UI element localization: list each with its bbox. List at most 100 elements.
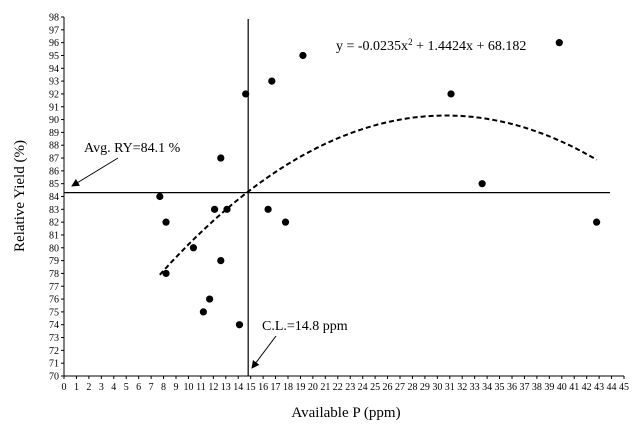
trendline [159,114,598,276]
y-tick-label: 87 [49,154,59,165]
x-tick-label: 41 [569,382,579,393]
x-tick-label: 45 [619,382,629,393]
data-point [242,90,250,98]
x-tick-label: 32 [457,382,467,393]
x-tick-label: 12 [208,382,218,393]
y-tick-label: 74 [49,320,59,331]
y-tick-label: 81 [49,230,59,241]
x-tick-label: 39 [544,382,554,393]
data-point [189,244,198,252]
data-point [299,51,307,60]
data-points [156,39,601,329]
x-tick-label: 5 [124,382,129,393]
y-tick-label: 77 [49,282,59,293]
y-tick-label: 89 [49,128,59,139]
x-tick-label: 1 [74,382,79,393]
reference-lines [64,19,610,376]
data-point [199,308,207,316]
y-tick-label: 91 [49,102,59,113]
x-tick-label: 26 [383,382,393,393]
x-tick-label: 44 [607,382,617,393]
data-point [593,218,601,226]
x-tick-label: 23 [345,382,355,393]
x-tick-label: 7 [149,382,154,393]
data-point [223,205,231,213]
x-tick-label: 16 [258,382,268,393]
x-tick-label: 20 [308,382,318,393]
y-tick-label: 85 [49,179,59,190]
data-point [235,321,244,329]
x-tick-label: 10 [183,382,193,393]
y-tick-label: 96 [49,38,59,49]
y-tick-label: 70 [49,372,59,383]
data-point [217,154,225,162]
data-point [281,218,290,226]
data-point [555,39,563,47]
x-tick-label: 21 [320,382,330,393]
cl-arrow [251,335,277,369]
x-tick-label: 2 [86,382,91,393]
y-tick-label: 97 [49,25,59,36]
avg-ry-label: Avg. RY=84.1 % [84,141,181,156]
data-point [217,257,225,265]
x-tick-label: 36 [507,382,517,393]
y-tick-label: 73 [49,333,59,344]
x-tick-label: 27 [395,382,405,393]
x-tick-label: 38 [532,382,542,393]
x-tick-label: 25 [370,382,380,393]
y-tick-label: 90 [49,115,59,126]
y-tick-label: 75 [49,307,59,318]
x-tick-label: 17 [271,382,281,393]
data-point [156,192,164,201]
x-axis-title: Available P (ppm) [291,405,400,421]
x-tick-label: 34 [482,382,492,393]
data-point [210,205,219,213]
y-tick-label: 78 [49,269,59,280]
x-tick-label: 24 [358,382,368,393]
x-tick-label: 30 [432,382,442,393]
x-tick-label: 11 [196,382,206,393]
y-tick-label: 93 [49,77,59,88]
x-tick-label: 13 [221,382,231,393]
cl-label: C.L.=14.8 ppm [262,319,348,334]
y-tick-label: 79 [49,256,59,267]
trendline-equation: y = -0.0235x2 + 1.4424x + 68.182 [336,37,526,54]
y-tick-label: 86 [49,166,59,177]
x-tick-label: 42 [582,382,592,393]
trendline-group [159,114,598,276]
y-tick-label: 71 [49,359,59,370]
x-tick-label: 3 [99,382,104,393]
x-tick-label: 8 [161,382,166,393]
x-tick-label: 18 [283,382,293,393]
data-point [162,269,170,278]
data-point [268,77,276,85]
avg-ry-arrow [71,157,119,187]
data-point [478,180,486,188]
x-tick-label: 22 [333,382,343,393]
x-tick-label: 19 [295,382,305,393]
x-tick-label: 15 [246,382,256,393]
x-tick-label: 29 [420,382,430,393]
data-point [264,205,272,213]
x-tick-label: 28 [407,382,417,393]
y-tick-label: 83 [49,205,59,216]
y-tick-label: 88 [49,141,59,152]
x-tick-label: 33 [470,382,480,393]
y-tick-label: 95 [49,51,59,62]
y-tick-label: 92 [49,89,59,100]
data-point [162,218,170,226]
equation-superscript: 2 [408,37,413,47]
y-tick-label: 80 [49,243,59,254]
y-tick-label: 94 [49,64,59,75]
y-tick-label: 82 [49,218,59,229]
data-point [447,90,455,98]
x-tick-label: 14 [233,382,243,393]
x-tick-label: 4 [111,382,116,393]
y-axis-title: Relative Yield (%) [12,140,28,252]
x-tick-label: 40 [557,382,567,393]
y-tick-label: 84 [49,192,59,203]
equation-part-1: y = -0.0235x [336,39,408,54]
x-axis-ticks: 0 1 2 3 4 5 6 7 8 9 10 11 12 13 14 15 16 17 18 19 20 21 22 23 24… [62,376,629,393]
